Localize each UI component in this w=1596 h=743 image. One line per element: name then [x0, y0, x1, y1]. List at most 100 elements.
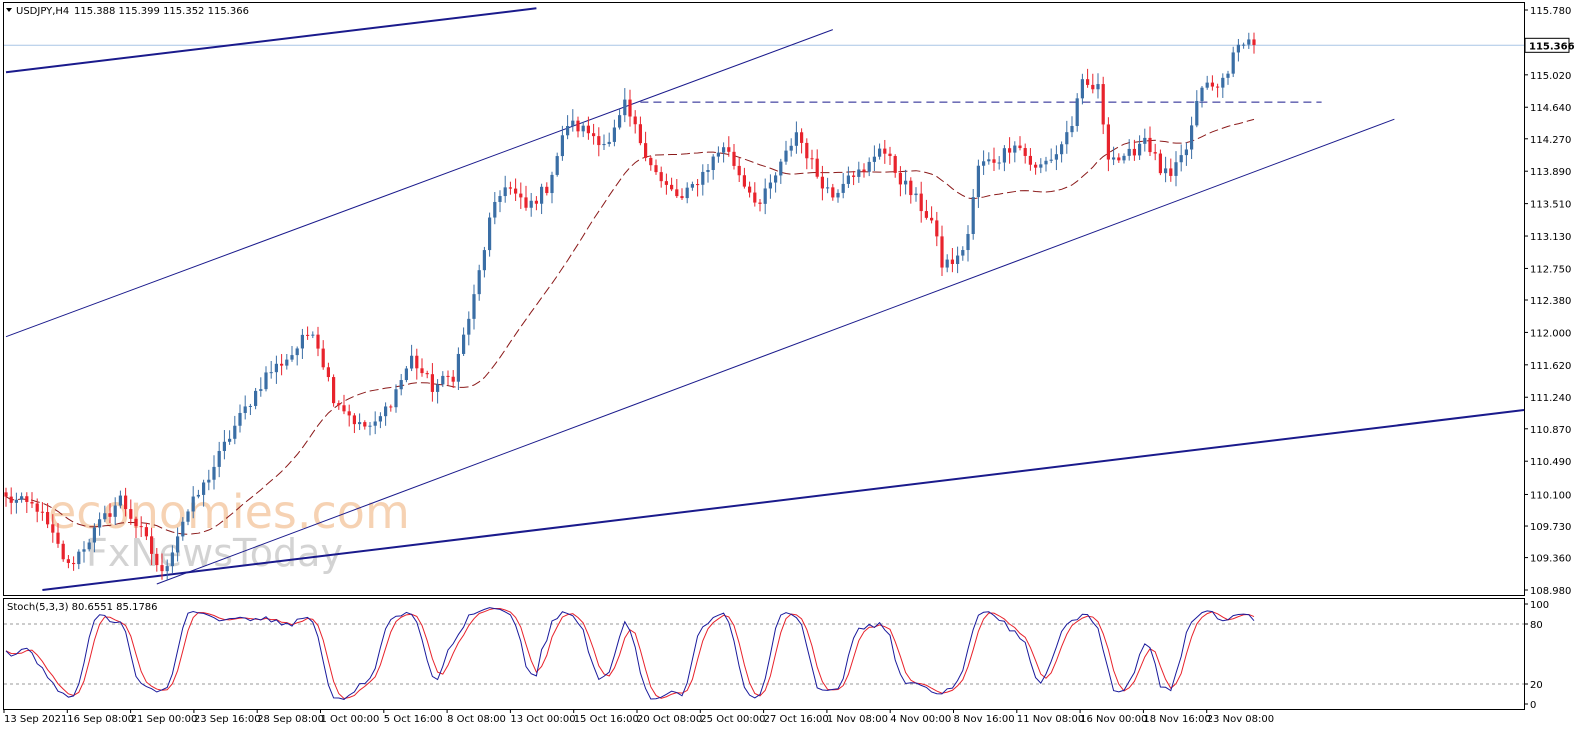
candle-body — [233, 425, 237, 439]
candle — [420, 358, 424, 377]
candle-body — [280, 363, 284, 366]
y-tick-label: 112.000 — [1530, 328, 1571, 339]
price-axis: 115.780 115.020 114.640 114.270 113.890 113.5… — [1524, 6, 1575, 597]
candle-body — [602, 143, 606, 146]
candle-body — [800, 132, 804, 143]
candle-body — [493, 201, 497, 218]
candle — [4, 487, 8, 507]
candle — [139, 516, 143, 538]
candle — [919, 181, 923, 223]
candle-body — [909, 180, 913, 196]
symbol-label: USDJPY,H4 — [16, 6, 69, 17]
candle-body — [706, 170, 710, 172]
y-tick-label: 113.890 — [1530, 167, 1571, 178]
candle-body — [134, 518, 138, 527]
candle — [488, 212, 492, 257]
candle — [389, 404, 393, 412]
candle-body — [904, 180, 908, 185]
candle — [20, 492, 24, 503]
candle-body — [560, 135, 564, 157]
candle-body — [446, 375, 450, 377]
candle-body — [311, 334, 315, 336]
candle — [1044, 156, 1048, 172]
candle-body — [248, 405, 252, 407]
candle — [878, 143, 882, 160]
candle-body — [784, 150, 788, 162]
candle — [1236, 38, 1240, 62]
candle-body — [92, 527, 96, 543]
candle — [238, 404, 242, 433]
candle — [612, 119, 616, 147]
candle — [675, 179, 679, 198]
candle-body — [118, 495, 122, 506]
candle — [103, 505, 107, 523]
candle-body — [550, 174, 554, 194]
candle — [321, 340, 325, 370]
candle-body — [898, 172, 902, 185]
candle-body — [77, 551, 81, 565]
candle — [732, 143, 736, 170]
moving-average — [5, 118, 1255, 535]
candle-body — [654, 165, 658, 173]
candle-body — [914, 193, 918, 196]
candle — [888, 146, 892, 166]
candle — [872, 145, 876, 172]
candle-body — [14, 499, 18, 503]
chart-title: USDJPY,H4 115.388 115.399 115.352 115.36… — [6, 6, 249, 17]
candle — [560, 125, 564, 161]
candle — [280, 354, 284, 376]
candle — [306, 326, 310, 340]
candle-body — [701, 171, 705, 185]
candle-body — [243, 406, 247, 413]
trendline-channel-upper — [5, 29, 833, 338]
candle — [212, 455, 216, 490]
x-tick-label: 4 Nov 00:00 — [890, 714, 951, 725]
candle — [30, 492, 34, 508]
candle — [1034, 162, 1038, 175]
candle — [961, 246, 965, 261]
candle-body — [633, 116, 637, 125]
candle — [347, 404, 351, 427]
candle-body — [358, 422, 362, 425]
candle-body — [389, 406, 393, 408]
candle-body — [1148, 137, 1152, 153]
candle-body — [1132, 148, 1136, 156]
candle-body — [259, 389, 263, 391]
candle — [711, 154, 715, 180]
candle — [524, 185, 528, 211]
candle-body — [25, 496, 29, 502]
x-tick-label: 5 Oct 16:00 — [384, 714, 443, 725]
candle-body — [488, 217, 492, 251]
candle — [690, 181, 694, 191]
candle — [1174, 151, 1178, 187]
candle — [685, 182, 689, 204]
candle — [358, 413, 362, 431]
candle-body — [295, 348, 299, 356]
candle-body — [274, 363, 278, 373]
candle — [1132, 139, 1136, 161]
y-tick-label: 111.620 — [1530, 361, 1571, 372]
candle-body — [628, 99, 632, 117]
candle — [35, 498, 39, 523]
candle — [181, 517, 185, 541]
candle-body — [35, 503, 39, 512]
y-tick-label: 114.640 — [1530, 103, 1571, 114]
candle-body — [758, 202, 762, 204]
x-tick-label: 13 Sep 2021 — [4, 714, 67, 725]
candle-body — [430, 374, 434, 392]
candle — [1122, 153, 1126, 164]
candle-body — [467, 318, 471, 335]
candle — [144, 523, 148, 541]
candle — [1106, 117, 1110, 172]
candle — [472, 284, 476, 330]
candle — [92, 523, 96, 553]
candle — [576, 116, 580, 138]
candle-body — [971, 197, 975, 234]
candle — [1179, 144, 1183, 172]
candle-body — [300, 334, 304, 349]
candle — [311, 331, 315, 339]
stoch-tick-label: 20 — [1530, 680, 1543, 691]
candle — [940, 225, 944, 276]
candle-body — [545, 186, 549, 194]
